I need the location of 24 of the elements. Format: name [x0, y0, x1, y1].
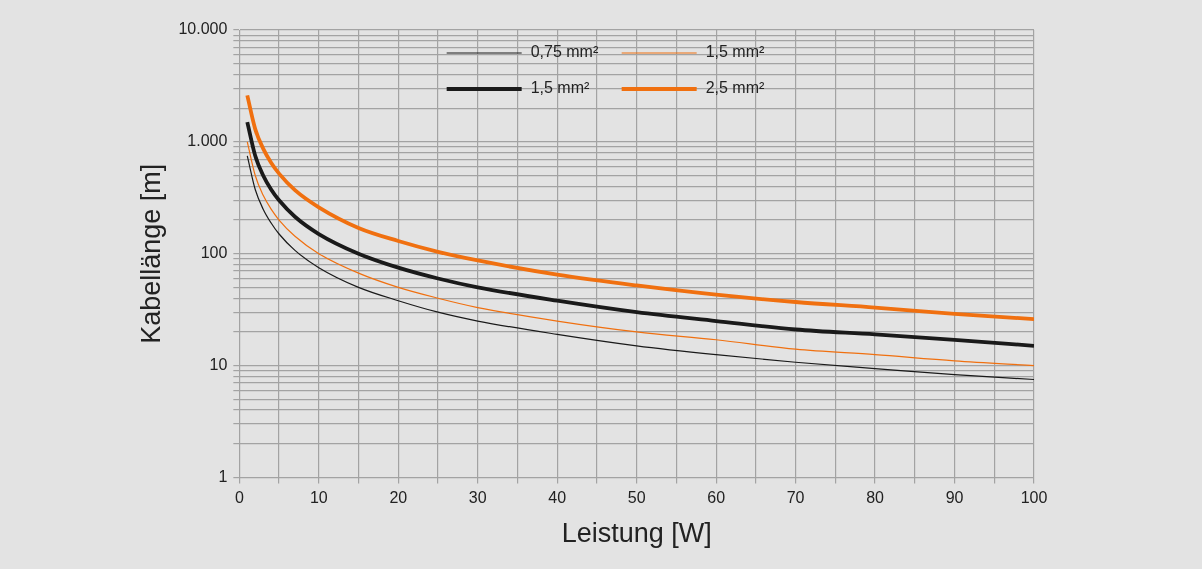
x-tick-label: 100 — [1020, 489, 1048, 507]
y-tick-label: 1.000 — [187, 132, 228, 150]
x-tick-label: 90 — [945, 489, 964, 507]
x-tick-label: 20 — [389, 489, 408, 507]
x-tick-label: 40 — [548, 489, 567, 507]
y-tick-label: 10 — [209, 355, 228, 373]
x-tick-label: 60 — [707, 489, 726, 507]
x-tick-label: 30 — [468, 489, 487, 507]
legend-label: 0,75 mm² — [530, 43, 599, 61]
x-tick-label: 10 — [309, 489, 328, 507]
y-tick-label: 1 — [218, 467, 228, 485]
y-axis-title: Kabellänge [m] — [135, 163, 166, 344]
line-series — [245, 120, 1034, 348]
legend-label: 1,5 mm² — [530, 79, 591, 97]
legend-label: 1,5 mm² — [705, 43, 766, 61]
x-axis-title: Leistung [W] — [561, 518, 712, 549]
y-tick-label: 10.000 — [178, 20, 228, 38]
x-tick-label: 50 — [627, 489, 646, 507]
legend-label: 2,5 mm² — [705, 79, 766, 97]
y-tick-label: 100 — [200, 244, 228, 262]
line-series — [245, 93, 1034, 322]
x-tick-label: 70 — [786, 489, 805, 507]
x-tick-label: 0 — [234, 489, 244, 507]
x-tick-label: 80 — [866, 489, 885, 507]
